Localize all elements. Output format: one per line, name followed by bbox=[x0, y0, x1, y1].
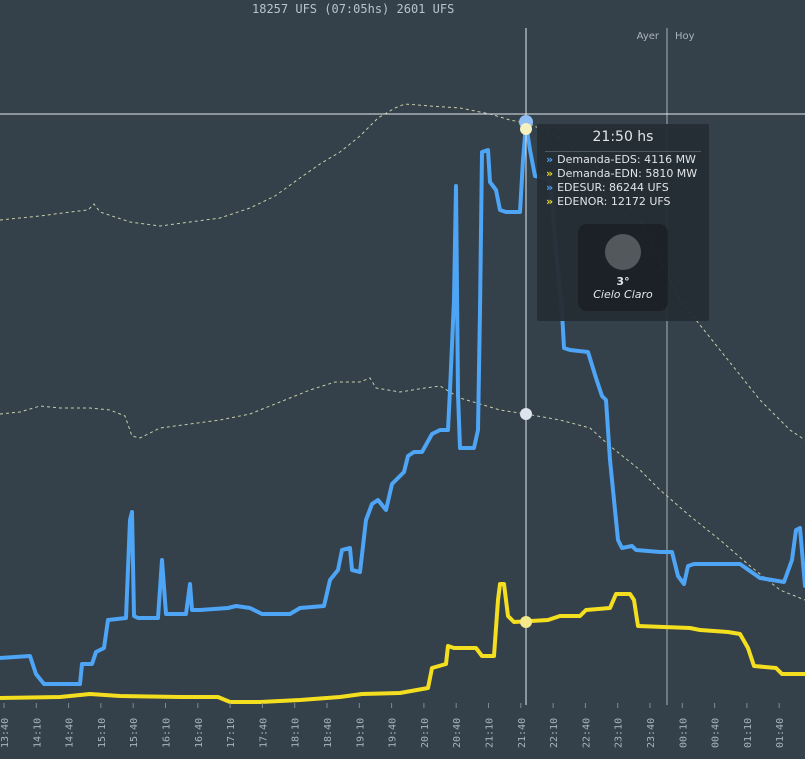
tooltip-row-text: EDESUR: 86244 UFS bbox=[557, 181, 669, 194]
tooltip: 21:50 hs » Demanda-EDS: 4116 MW» Demanda-E… bbox=[537, 124, 709, 321]
x-tick-label: 13:40 bbox=[0, 718, 11, 748]
tooltip-row: » Demanda-EDN: 5810 MW bbox=[546, 167, 709, 180]
x-tick-label: 16:40 bbox=[194, 718, 205, 748]
tooltip-row-text: Demanda-EDS: 4116 MW bbox=[557, 153, 696, 166]
chart-title: 18257 UFS (07:05hs) 2601 UFS bbox=[252, 2, 455, 16]
day-label-today: Hoy bbox=[675, 31, 695, 42]
x-tick-label: 00:40 bbox=[711, 718, 722, 748]
x-tick-label: 16:10 bbox=[162, 718, 173, 748]
day-label-yesterday: Ayer bbox=[637, 31, 660, 42]
weather-temperature: 3° bbox=[616, 275, 630, 288]
weather-badge: 3° Cielo Claro bbox=[578, 224, 668, 311]
x-tick-label: 20:40 bbox=[452, 718, 463, 748]
x-tick-label: 17:10 bbox=[226, 718, 237, 748]
hover-point-temp-lower bbox=[520, 408, 532, 420]
tooltip-row-text: EDENOR: 12172 UFS bbox=[557, 195, 671, 208]
x-tick-label: 18:10 bbox=[291, 718, 302, 748]
tooltip-time: 21:50 hs bbox=[545, 129, 701, 152]
tooltip-row: » EDENOR: 12172 UFS bbox=[546, 195, 709, 208]
hover-point-edenor bbox=[520, 616, 532, 628]
x-tick-label: 19:40 bbox=[388, 718, 399, 748]
x-tick-label: 01:10 bbox=[743, 718, 754, 748]
series-marker-icon: » bbox=[546, 153, 554, 166]
x-tick-label: 23:10 bbox=[614, 718, 625, 748]
series-edesur-line bbox=[0, 122, 805, 686]
weather-description: Cielo Claro bbox=[593, 288, 653, 301]
x-tick-label: 00:10 bbox=[678, 718, 689, 748]
x-tick-label: 15:10 bbox=[97, 718, 108, 748]
tooltip-row: » EDESUR: 86244 UFS bbox=[546, 181, 709, 194]
sun-icon bbox=[605, 234, 641, 270]
series-marker-icon: » bbox=[546, 167, 554, 180]
x-tick-label: 22:10 bbox=[549, 718, 560, 748]
x-tick-label: 15:40 bbox=[129, 718, 140, 748]
x-tick-label: 01:40 bbox=[775, 718, 786, 748]
x-tick-label: 21:40 bbox=[517, 718, 528, 748]
x-tick-label: 18:40 bbox=[323, 718, 334, 748]
series-marker-icon: » bbox=[546, 195, 554, 208]
x-tick-label: 19:10 bbox=[355, 718, 366, 748]
x-tick-label: 17:40 bbox=[258, 718, 269, 748]
series-edenor-line bbox=[0, 582, 805, 704]
x-tick-label: 14:40 bbox=[65, 718, 76, 748]
hover-point-temp-upper bbox=[520, 123, 532, 135]
x-tick-label: 23:40 bbox=[646, 718, 657, 748]
x-tick-label: 22:40 bbox=[581, 718, 592, 748]
series-marker-icon: » bbox=[546, 181, 554, 194]
tooltip-row: » Demanda-EDS: 4116 MW bbox=[546, 153, 709, 166]
dashed-series-lower bbox=[0, 377, 805, 601]
x-tick-label: 21:10 bbox=[485, 718, 496, 748]
tooltip-row-text: Demanda-EDN: 5810 MW bbox=[557, 167, 698, 180]
x-tick-label: 14:10 bbox=[32, 718, 43, 748]
x-tick-label: 20:10 bbox=[420, 718, 431, 748]
